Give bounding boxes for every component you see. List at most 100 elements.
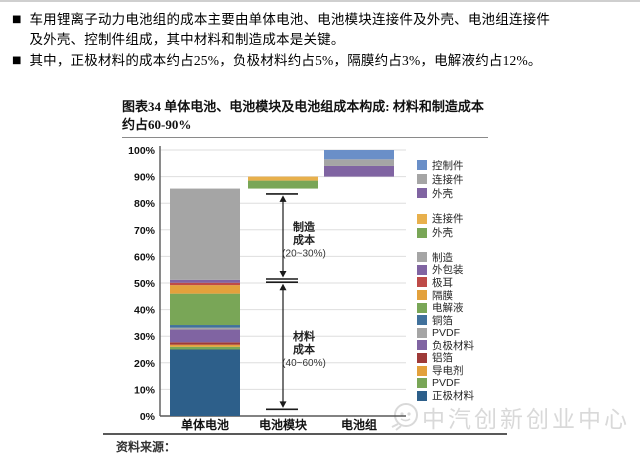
bar-segment-正极材料 [170,349,240,416]
legend-item-负极材料: 负极材料 [417,339,474,352]
y-tick-label: 20% [134,358,156,370]
legend-item-连接件: 连接件 [417,172,474,186]
legend-label: 电解液 [432,302,464,315]
bar-segment-连接件 [248,176,318,181]
bullet-square-icon: ■ [12,55,22,66]
legend-swatch-icon [417,365,427,376]
y-tick-label: 70% [134,225,156,237]
annotation-label: 材料 [293,329,315,343]
legend-label: PVDF [432,377,461,390]
legend-item-正极材料: 正极材料 [417,389,474,402]
legend-label: 连接件 [432,213,464,226]
bar-segment-外包装 [170,279,240,283]
legend-swatch-icon [417,188,427,199]
bar-segment-制造 [170,188,240,280]
legend-label: 连接件 [432,173,464,186]
stacked-bar-chart: 0% 10% 20% 30% 40% 50% 60% 70% 80% 90% 100% 单体电池 电池模… [128,145,406,432]
legend-label: PVDF [432,326,461,339]
arrowhead-up-icon [279,283,287,291]
x-category-label: 单体电池 [181,417,229,432]
annotation-range: (20~30%) [282,248,326,259]
annotation-label: 成本 [293,232,315,246]
y-tick-label: 90% [134,172,156,184]
legend-swatch-icon [417,252,427,263]
y-tick-label: 60% [134,251,156,263]
bar-segment-PVDF [170,346,240,350]
legend-item-制造: 制造 [417,251,474,264]
legend-item-PVDF: PVDF [417,327,474,340]
bar-segment-铜箔 [170,325,240,328]
legend-label: 铜箔 [432,314,453,327]
bar-segment-导电剂 [170,344,240,347]
bullet-list: ■ 车用锂离子动力电池组的成本主要由单体电池、电池模块连接件及外壳、电池组连接件… [12,10,612,73]
legend-swatch-icon [417,227,427,238]
bar-segment-控制件 [324,150,394,160]
legend-item-隔膜: 隔膜 [417,289,474,302]
watermark: 中汽创新创业中心 [388,400,630,434]
x-category-label: 电池模块 [259,417,308,432]
bar-segment-PVDF [170,327,240,330]
arrowhead-down-icon [279,401,287,408]
legend-label: 极耳 [432,276,453,289]
watermark-text: 中汽创新创业中心 [422,406,630,432]
watermark-logo-icon [391,403,418,431]
figure-title: 图表34 单体电池、电池模块及电池组成本构成: 材料和制造成本约占60-90% [122,98,488,138]
annotation-label: 成本 [293,342,315,356]
legend-swatch-icon [417,378,427,389]
legend-item-电解液: 电解液 [417,301,474,314]
legend-label: 外包装 [432,264,464,277]
legend-label: 隔膜 [432,289,453,302]
legend-swatch-icon [417,315,427,326]
bar-segment-铝箔 [170,342,240,345]
y-tick-label: 50% [134,278,156,290]
legend-label: 导电剂 [432,365,464,378]
y-tick-label: 40% [134,305,156,317]
y-tick-label: 10% [134,384,156,396]
legend-item-导电剂: 导电剂 [417,364,474,377]
bar-segment-外壳 [324,165,394,177]
legend-swatch-icon [417,277,427,288]
bar-segment-外壳 [248,180,318,189]
legend-item-外包装: 外包装 [417,264,474,277]
legend-label: 外壳 [432,227,453,240]
source-note: 资料来源： [116,440,177,454]
arrowhead-up-icon [279,195,287,202]
bar-segment-连接件 [324,159,394,166]
legend-swatch-icon [417,160,427,171]
legend-swatch-icon [417,352,427,363]
legend-swatch-icon [417,340,427,351]
legend-group-2: 连接件 外壳 [417,212,474,240]
legend-item-控制件: 控制件 [417,158,474,172]
annotation-range: (40~60%) [282,358,326,369]
y-tick-label: 80% [134,198,156,210]
legend-item-铝箔: 铝箔 [417,352,474,365]
legend-label: 控制件 [432,159,464,172]
legend-label: 外壳 [432,187,453,200]
legend-swatch-icon [417,390,427,401]
bullet-item: ■ 车用锂离子动力电池组的成本主要由单体电池、电池模块连接件及外壳、电池组连接件… [12,10,612,49]
legend-item-外壳: 外壳 [417,226,474,240]
bullet-square-icon: ■ [12,14,22,25]
bar-segment-隔膜 [170,285,240,294]
annotation-label: 制造 [293,219,316,233]
legend-swatch-icon [417,213,427,224]
legend-group-1: 控制件 连接件 外壳 [417,158,474,201]
legend-label: 铝箔 [432,352,453,365]
x-category-label: 电池组 [341,417,377,432]
y-tick-label: 100% [128,145,156,157]
legend-item-PVDF: PVDF [417,377,474,390]
legend-label: 正极材料 [432,390,474,403]
legend-swatch-icon [417,327,427,338]
legend-label: 制造 [432,251,453,264]
bar-segment-负极材料 [170,329,240,343]
legend-item-连接件: 连接件 [417,212,474,226]
legend-swatch-icon [417,290,427,301]
legend-swatch-icon [417,174,427,185]
legend-item-外壳: 外壳 [417,186,474,200]
bullet-text: 车用锂离子动力电池组的成本主要由单体电池、电池模块连接件及外壳、电池组连接件及外… [29,12,551,47]
legend-item-铜箔: 铜箔 [417,314,474,327]
chart-legend: 控制件 连接件 外壳 连接件 外壳 制造 外包装 极耳 隔膜 电解液 铜箔 PVDF 负极材料 铝箔 导电剂… [417,158,474,413]
legend-group-3: 制造 外包装 极耳 隔膜 电解液 铜箔 PVDF 负极材料 铝箔 导电剂 PVDF 正极材料 [417,251,474,402]
bullet-item: ■ 其中，正极材料的成本约占25%，负极材料约占5%，隔膜约占3%，电解液约占1… [12,51,612,71]
